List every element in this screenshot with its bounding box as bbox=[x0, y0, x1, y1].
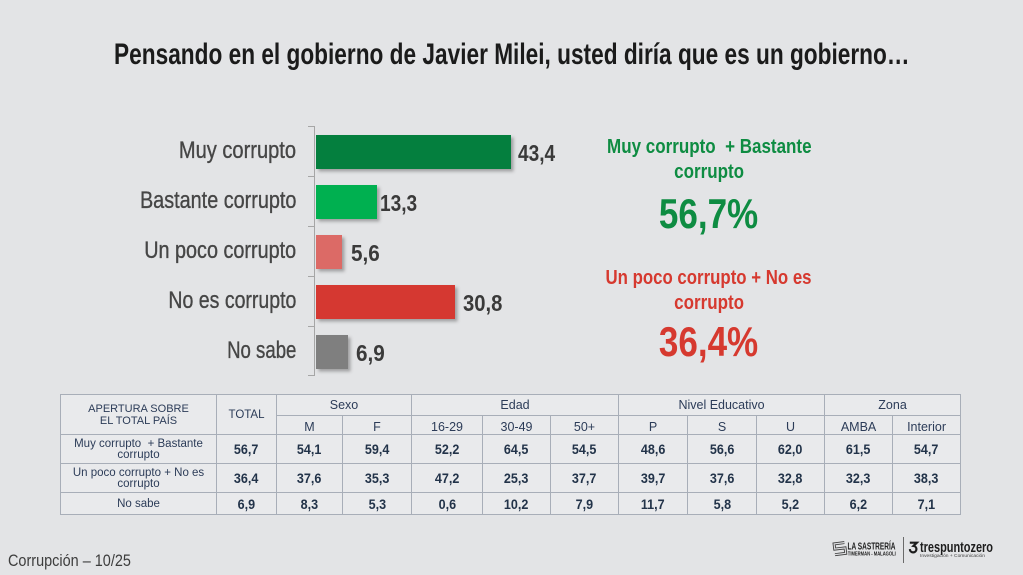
svg-text:Investigación + Comunicación: Investigación + Comunicación bbox=[920, 553, 985, 559]
svg-text:trespuntozero: trespuntozero bbox=[920, 540, 993, 556]
svg-text:TIMERMAN - MALAGOLI: TIMERMAN - MALAGOLI bbox=[848, 552, 896, 558]
svg-text:LA SASTRERÍA: LA SASTRERÍA bbox=[848, 540, 896, 553]
